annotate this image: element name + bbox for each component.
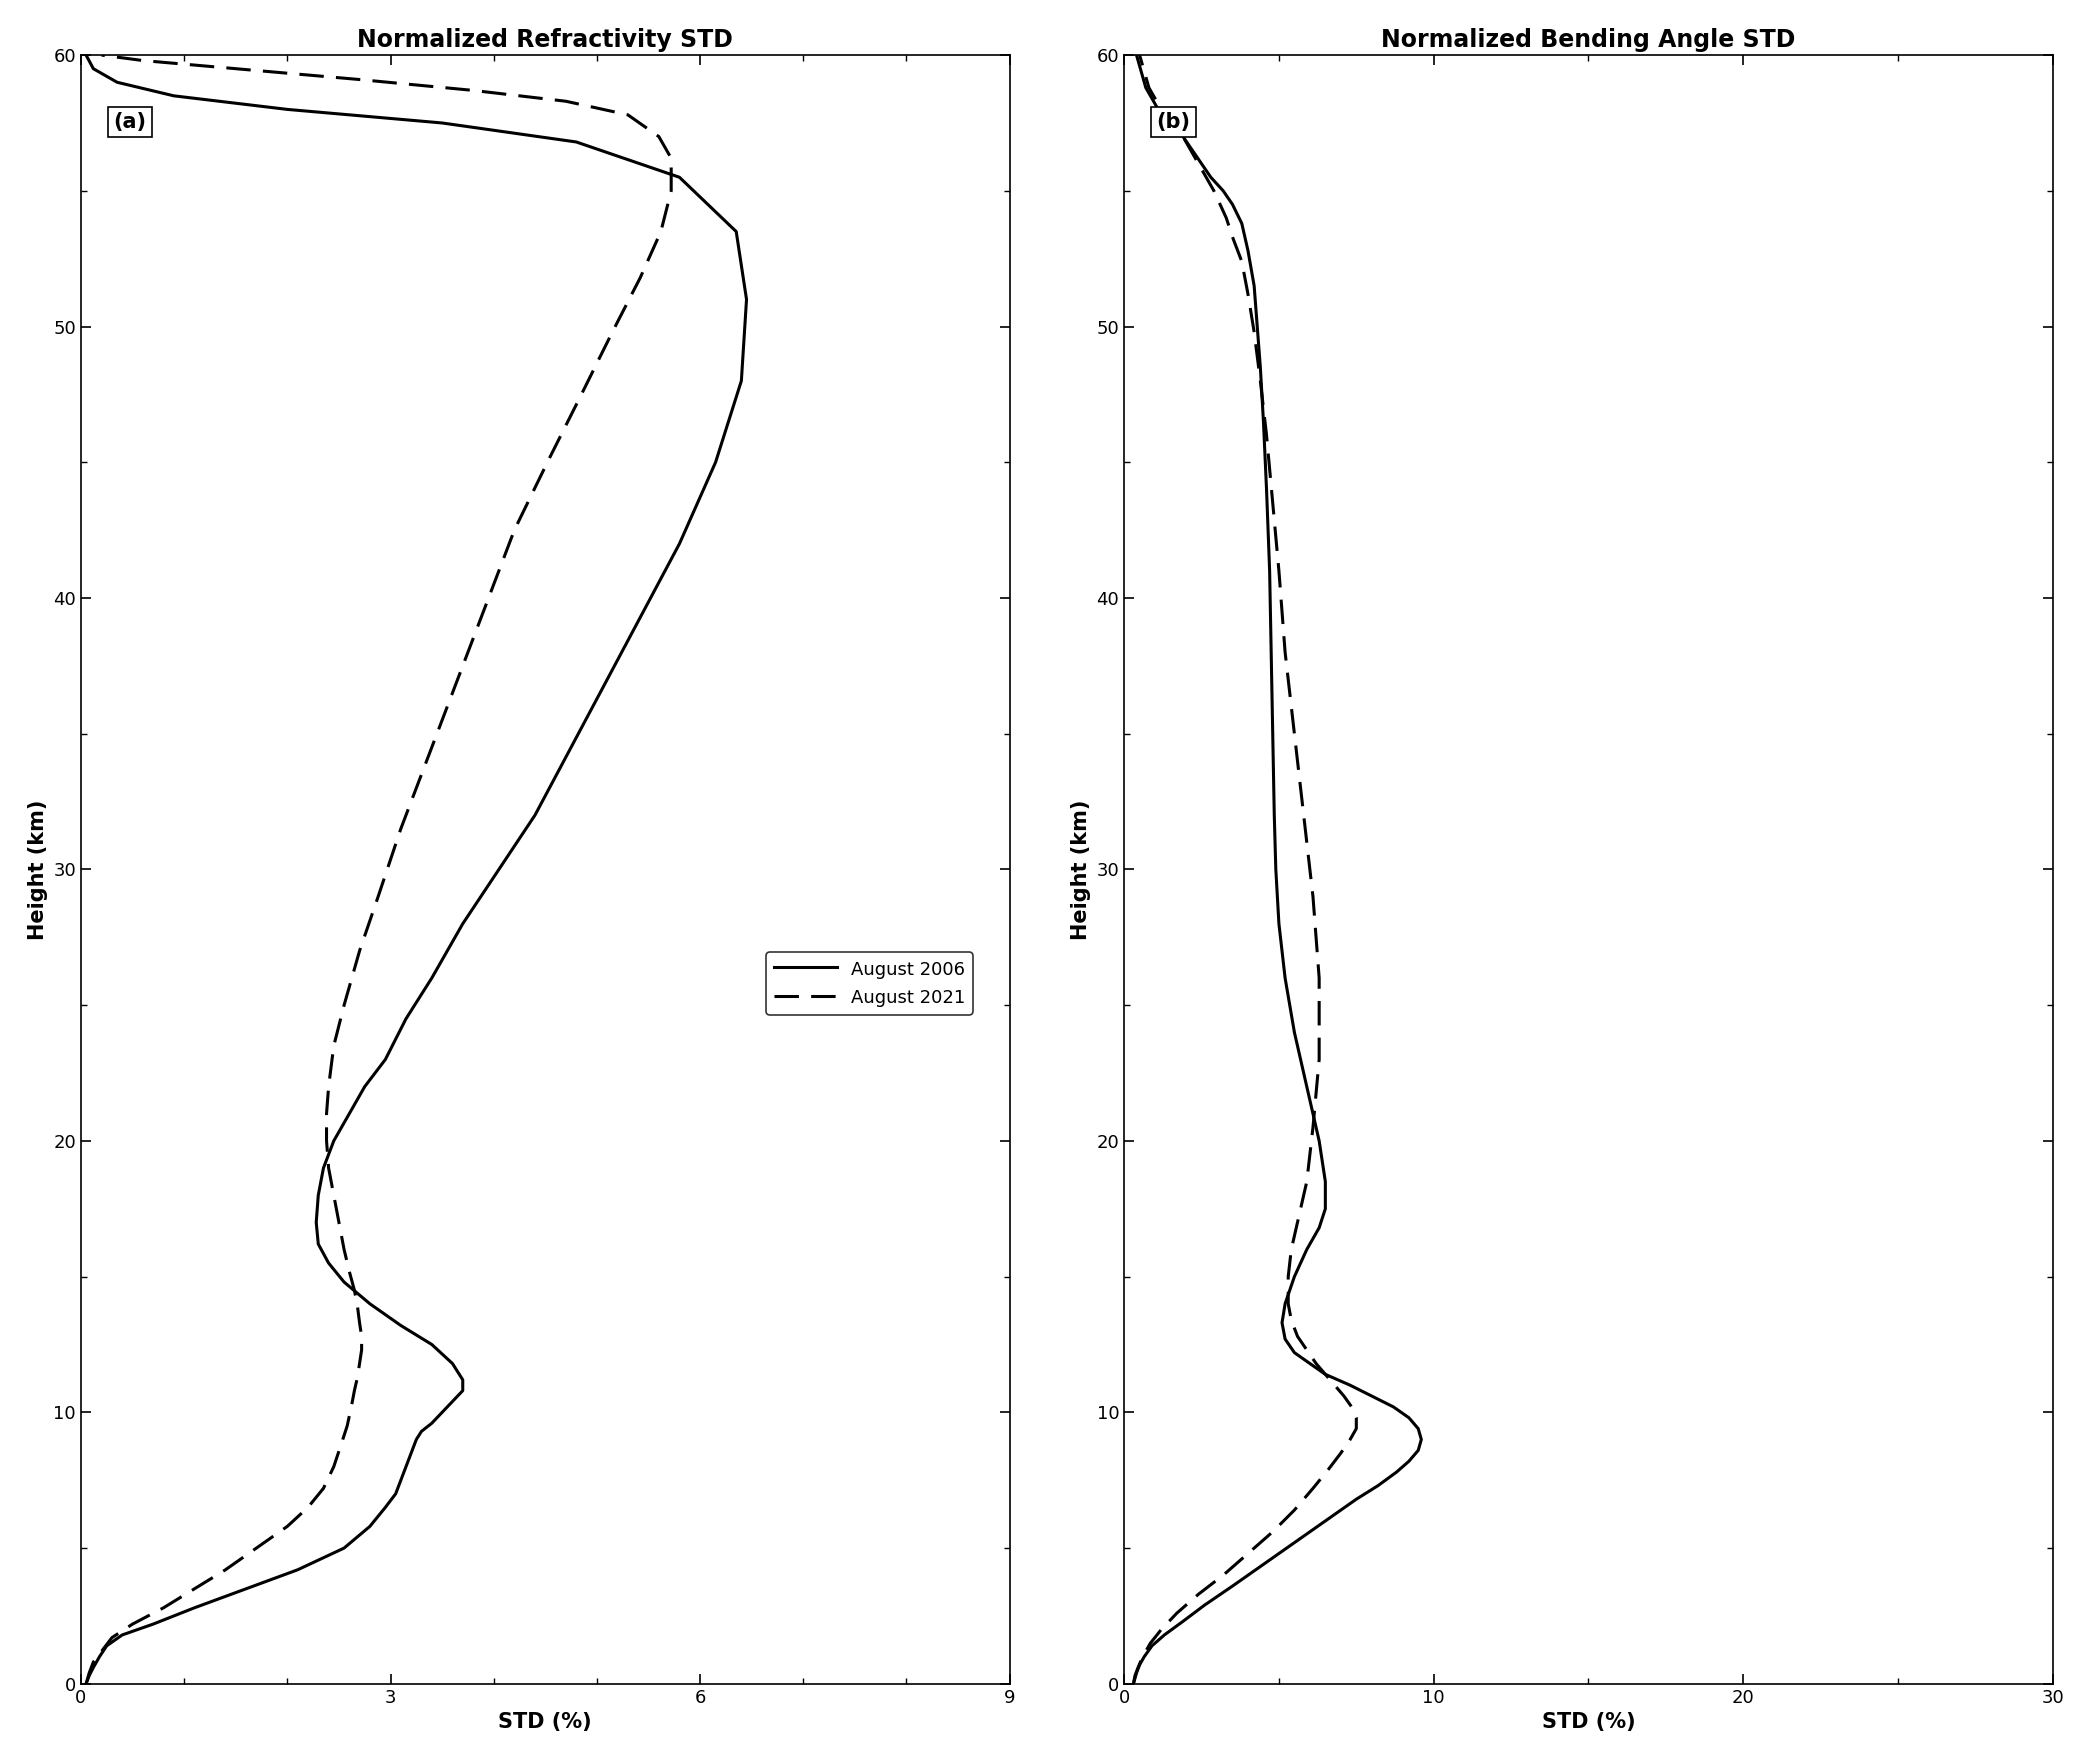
Line: August 2021: August 2021 [1134,55,1356,1684]
August 2006 [1123,44,1149,65]
August 2006 [140,1614,165,1635]
X-axis label: STD (%): STD (%) [1542,1712,1636,1732]
Legend: August 2006, August 2021: August 2006, August 2021 [766,952,973,1014]
August 2006 [1140,1635,1165,1656]
August 2021 [90,1640,115,1661]
August 2006 [523,804,548,825]
August 2006 [1395,1450,1420,1471]
August 2021 [414,750,439,771]
Y-axis label: Height (km): Height (km) [1071,799,1090,940]
August 2021 [1201,180,1226,201]
August 2006 [1134,77,1159,99]
Line: August 2006: August 2006 [86,55,747,1684]
August 2021 [1128,44,1153,65]
August 2006 [73,44,98,65]
Line: August 2021: August 2021 [86,55,672,1684]
Title: Normalized Refractivity STD: Normalized Refractivity STD [358,28,732,51]
Text: (b): (b) [1157,113,1190,132]
August 2006 [73,1674,98,1695]
Y-axis label: Height (km): Height (km) [27,799,48,940]
August 2021 [335,1415,360,1436]
August 2006 [1121,1674,1146,1695]
August 2006 [393,1456,418,1477]
August 2021 [90,44,115,65]
August 2006 [1282,1023,1308,1044]
August 2021 [1241,322,1266,343]
Line: August 2006: August 2006 [1134,55,1420,1684]
August 2021 [439,683,464,704]
Title: Normalized Bending Angle STD: Normalized Bending Angle STD [1381,28,1795,51]
August 2006 [285,1559,310,1580]
August 2006 [1314,1510,1339,1531]
August 2021 [1316,1459,1341,1480]
August 2021 [73,1674,98,1695]
Text: (a): (a) [113,113,146,132]
August 2021 [82,1651,107,1672]
August 2021 [1266,560,1291,581]
August 2006 [305,1234,331,1255]
August 2021 [1149,99,1174,120]
August 2006 [1211,180,1236,201]
August 2021 [341,1280,366,1301]
August 2006 [82,1656,107,1677]
August 2021 [1121,1674,1146,1695]
X-axis label: STD (%): STD (%) [498,1712,592,1732]
August 2021 [1328,1443,1354,1464]
